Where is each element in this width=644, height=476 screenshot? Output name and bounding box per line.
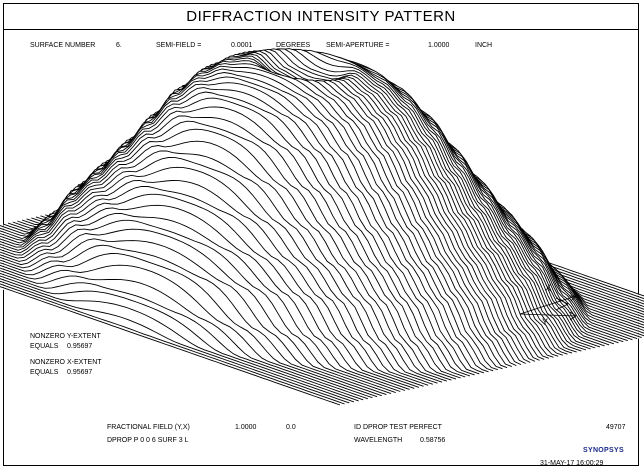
- surface-lines: [0, 49, 644, 407]
- x-axis-label: X: [545, 283, 551, 293]
- y-axis-label: Y: [542, 317, 548, 327]
